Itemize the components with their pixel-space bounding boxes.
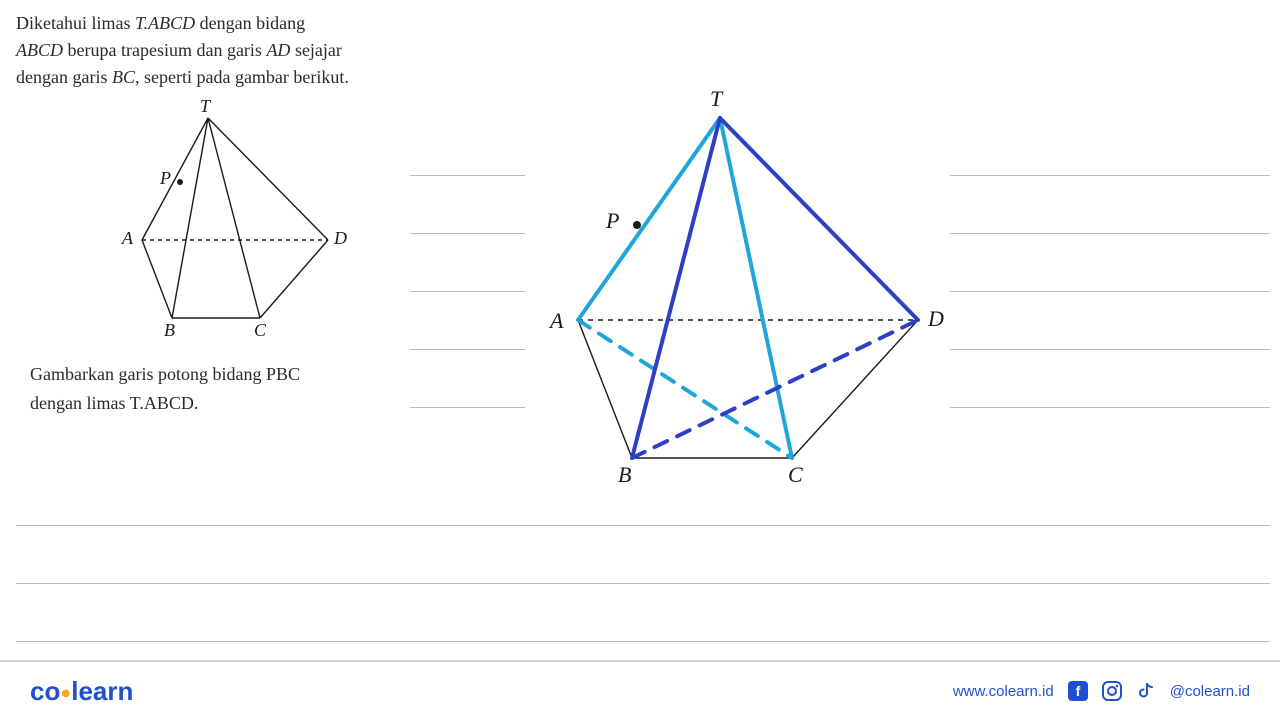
math: T.ABCD <box>130 393 194 413</box>
problem-statement: Diketahui limas T.ABCD dengan bidang ABC… <box>16 10 456 91</box>
text: . <box>194 393 199 413</box>
label-A: A <box>550 308 563 334</box>
main-diagram-svg <box>520 100 970 500</box>
ruled-line <box>950 407 1270 408</box>
text: , seperti pada gambar berikut. <box>135 67 349 87</box>
text: dengan limas <box>30 393 130 413</box>
math: BC <box>112 67 135 87</box>
math: ABCD <box>16 40 63 60</box>
ruled-line <box>410 233 525 234</box>
main-pyramid-diagram: T P A D B C <box>520 100 970 500</box>
ruled-line <box>410 407 525 408</box>
text: Gambarkan garis potong bidang <box>30 364 266 384</box>
small-pyramid-diagram: T P A D B C <box>70 110 350 340</box>
text: berupa trapesium dan garis <box>63 40 266 60</box>
label-T: T <box>200 96 210 117</box>
label-P: P <box>606 208 619 234</box>
text: sejajar <box>290 40 341 60</box>
ruled-line <box>16 525 1270 526</box>
ruled-line <box>16 641 1270 642</box>
text: dengan garis <box>16 67 112 87</box>
ruled-line <box>16 583 1270 584</box>
instruction-text: Gambarkan garis potong bidang PBC dengan… <box>30 360 390 418</box>
logo-learn: learn <box>71 676 133 706</box>
ruled-line <box>950 233 1270 234</box>
label-T: T <box>710 86 722 112</box>
text: dengan bidang <box>195 13 305 33</box>
logo-dot: ● <box>60 682 71 702</box>
tiktok-icon <box>1136 681 1156 701</box>
math: AD <box>266 40 290 60</box>
ruled-line <box>950 349 1270 350</box>
ruled-line <box>950 175 1270 176</box>
math: T.ABCD <box>135 13 195 33</box>
label-D: D <box>928 306 944 332</box>
ruled-line <box>410 175 525 176</box>
label-P: P <box>160 168 171 189</box>
label-B: B <box>618 462 631 488</box>
label-A: A <box>122 228 133 249</box>
footer-right: www.colearn.id f @colearn.id <box>953 681 1250 701</box>
label-C: C <box>254 320 266 341</box>
label-C: C <box>788 462 803 488</box>
footer-url: www.colearn.id <box>953 683 1054 700</box>
colearn-logo: co●learn <box>30 676 133 707</box>
facebook-icon: f <box>1068 681 1088 701</box>
instagram-icon <box>1102 681 1122 701</box>
label-D: D <box>334 228 347 249</box>
text: Diketahui limas <box>16 13 135 33</box>
logo-co: co <box>30 676 60 706</box>
label-B: B <box>164 320 175 341</box>
math: PBC <box>266 364 300 384</box>
ruled-line <box>410 291 525 292</box>
svg-text:f: f <box>1075 683 1080 699</box>
ruled-line <box>410 349 525 350</box>
footer: co●learn www.colearn.id f @colearn.id <box>0 660 1280 720</box>
ruled-line <box>950 291 1270 292</box>
footer-handle: @colearn.id <box>1170 683 1250 700</box>
small-diagram-svg <box>70 110 350 340</box>
